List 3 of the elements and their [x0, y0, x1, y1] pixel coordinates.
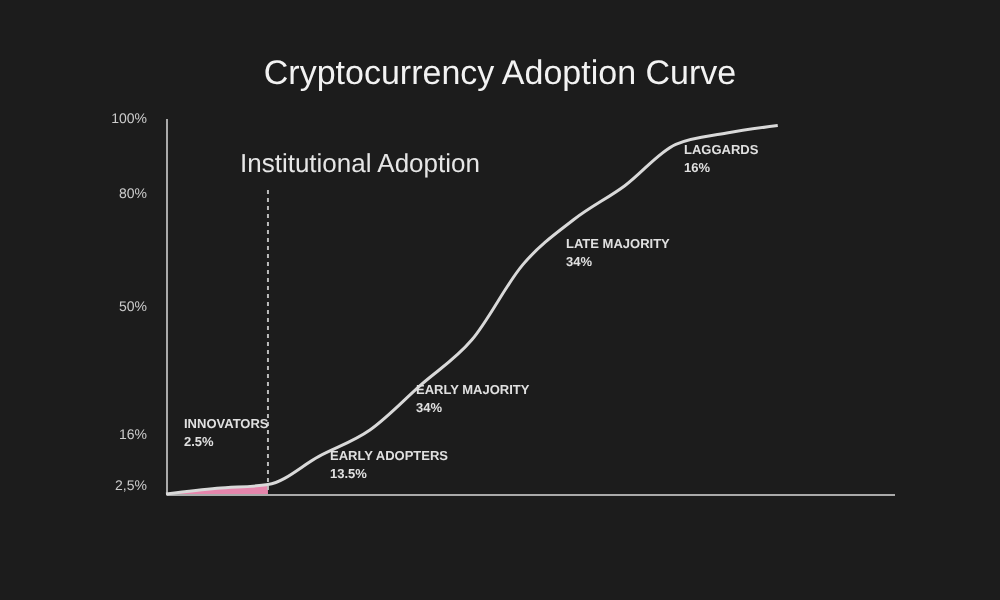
line-series [164, 124, 780, 496]
annotation: Institutional Adoption [240, 148, 480, 178]
chart-title: Cryptocurrency Adoption Curve [263, 54, 737, 92]
